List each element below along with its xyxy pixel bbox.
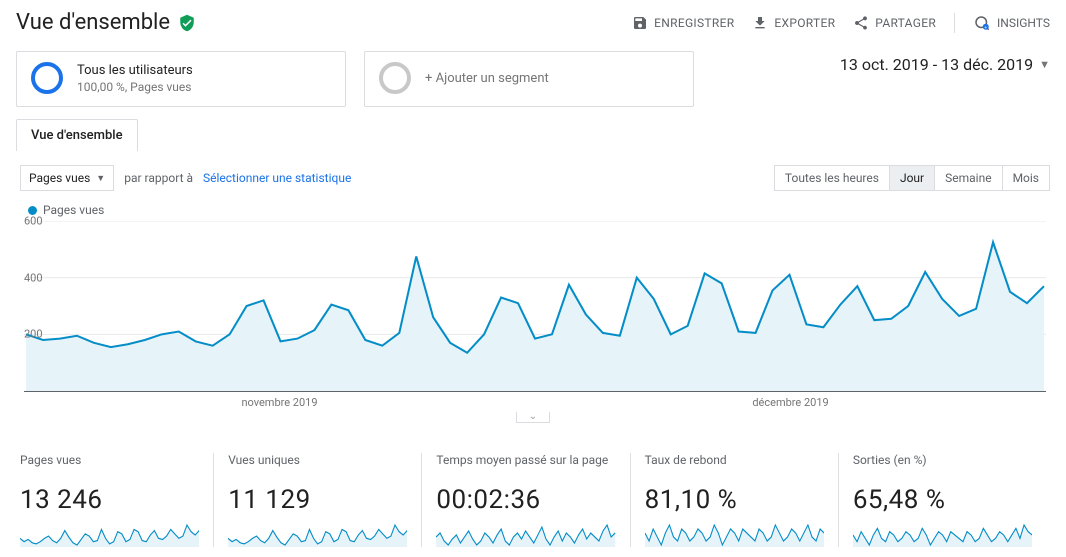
x-label-1: novembre 2019 (24, 396, 535, 409)
segment-title: Tous les utilisateurs (77, 63, 193, 78)
granularity: Toutes les heures Jour Semaine Mois (774, 165, 1050, 191)
insights-button[interactable]: + INSIGHTS (973, 14, 1050, 32)
vs-label: par rapport à (124, 171, 193, 185)
main-chart: 200400600 (24, 221, 1046, 391)
metrics-row: Pages vues13 246Vues uniques11 129Temps … (0, 423, 1066, 557)
sparkline (436, 521, 615, 547)
select-statistic-link[interactable]: Sélectionner une statistique (203, 171, 351, 185)
title-wrap: Vue d'ensemble (16, 10, 196, 35)
tabs: Vue d'ensemble (0, 107, 1066, 151)
metric-label: Vues uniques (228, 453, 407, 483)
sparkline (853, 521, 1032, 547)
metric-value: 11 129 (228, 485, 407, 515)
divider (954, 13, 955, 33)
y-tick-label: 600 (24, 215, 43, 228)
metric-card[interactable]: Pages vues13 246 (20, 453, 214, 547)
segment-text: Tous les utilisateurs 100,00 %, Pages vu… (77, 63, 193, 94)
svg-text:+: + (985, 26, 988, 31)
metric-value: 00:02:36 (436, 485, 615, 515)
verified-icon (178, 14, 196, 32)
export-button[interactable]: EXPORTER (752, 15, 835, 31)
save-button[interactable]: ENREGISTRER (632, 15, 734, 31)
gran-week[interactable]: Semaine (935, 166, 1002, 190)
chevron-down-icon: ▼ (1039, 58, 1050, 71)
legend-dot-icon (28, 206, 37, 215)
save-label: ENREGISTRER (654, 16, 734, 30)
header: Vue d'ensemble ENREGISTRER EXPORTER PART… (0, 0, 1066, 43)
gran-month[interactable]: Mois (1003, 166, 1049, 190)
date-range-text: 13 oct. 2019 - 13 déc. 2019 (840, 55, 1033, 74)
metric-card[interactable]: Temps moyen passé sur la page00:02:36 (422, 453, 630, 547)
sparkline (228, 521, 407, 547)
metric-label: Taux de rebond (645, 453, 824, 483)
share-button[interactable]: PARTAGER (853, 15, 936, 31)
metric-dropdown-label: Pages vues (29, 171, 90, 185)
metric-value: 13 246 (20, 485, 199, 515)
page-title: Vue d'ensemble (16, 10, 170, 35)
chart-legend: Pages vues (0, 199, 1066, 221)
legend-label: Pages vues (43, 203, 104, 217)
segment-primary[interactable]: Tous les utilisateurs 100,00 %, Pages vu… (16, 51, 346, 107)
y-tick-label: 200 (24, 328, 43, 341)
segment-add-circle-icon (379, 62, 411, 94)
metric-card[interactable]: Sorties (en %)65,48 % (839, 453, 1046, 547)
caret-down-icon: ▼ (96, 173, 105, 184)
save-icon (632, 15, 648, 31)
gran-day[interactable]: Jour (890, 166, 935, 190)
export-icon (752, 15, 768, 31)
y-tick-label: 400 (24, 271, 43, 284)
metric-dropdown[interactable]: Pages vues ▼ (20, 165, 114, 191)
metric-value: 81,10 % (645, 485, 824, 515)
x-axis-labels: novembre 2019 décembre 2019 (24, 392, 1046, 409)
metric-card[interactable]: Vues uniques11 129 (214, 453, 422, 547)
date-range-picker[interactable]: 13 oct. 2019 - 13 déc. 2019 ▼ (840, 51, 1050, 74)
insights-icon: + (973, 14, 991, 32)
chart-controls: Pages vues ▼ par rapport à Sélectionner … (0, 151, 1066, 199)
export-label: EXPORTER (774, 16, 835, 30)
share-icon (853, 15, 869, 31)
metric-label: Pages vues (20, 453, 199, 483)
tab-overview[interactable]: Vue d'ensemble (16, 119, 138, 151)
controls-left: Pages vues ▼ par rapport à Sélectionner … (20, 165, 351, 191)
share-label: PARTAGER (875, 16, 936, 30)
chart-svg (24, 221, 1046, 391)
metric-value: 65,48 % (853, 485, 1032, 515)
header-actions: ENREGISTRER EXPORTER PARTAGER + INSIGHTS (632, 13, 1050, 33)
segment-circle-icon (31, 62, 63, 94)
chart-wrap: 200400600 novembre 2019 décembre 2019 (0, 221, 1066, 409)
metric-label: Sorties (en %) (853, 453, 1032, 483)
segment-sub: 100,00 %, Pages vues (77, 80, 193, 94)
x-label-2: décembre 2019 (535, 396, 1046, 409)
sparkline (20, 521, 199, 547)
expand-handle[interactable]: ⌄ (0, 408, 1066, 423)
gran-hourly[interactable]: Toutes les heures (775, 166, 890, 190)
segment-row: Tous les utilisateurs 100,00 %, Pages vu… (0, 43, 1066, 107)
segment-add-label: + Ajouter un segment (425, 71, 549, 86)
metric-card[interactable]: Taux de rebond81,10 % (631, 453, 839, 547)
segment-add[interactable]: + Ajouter un segment (364, 51, 694, 107)
sparkline (645, 521, 824, 547)
insights-label: INSIGHTS (997, 16, 1050, 30)
metric-label: Temps moyen passé sur la page (436, 453, 615, 483)
